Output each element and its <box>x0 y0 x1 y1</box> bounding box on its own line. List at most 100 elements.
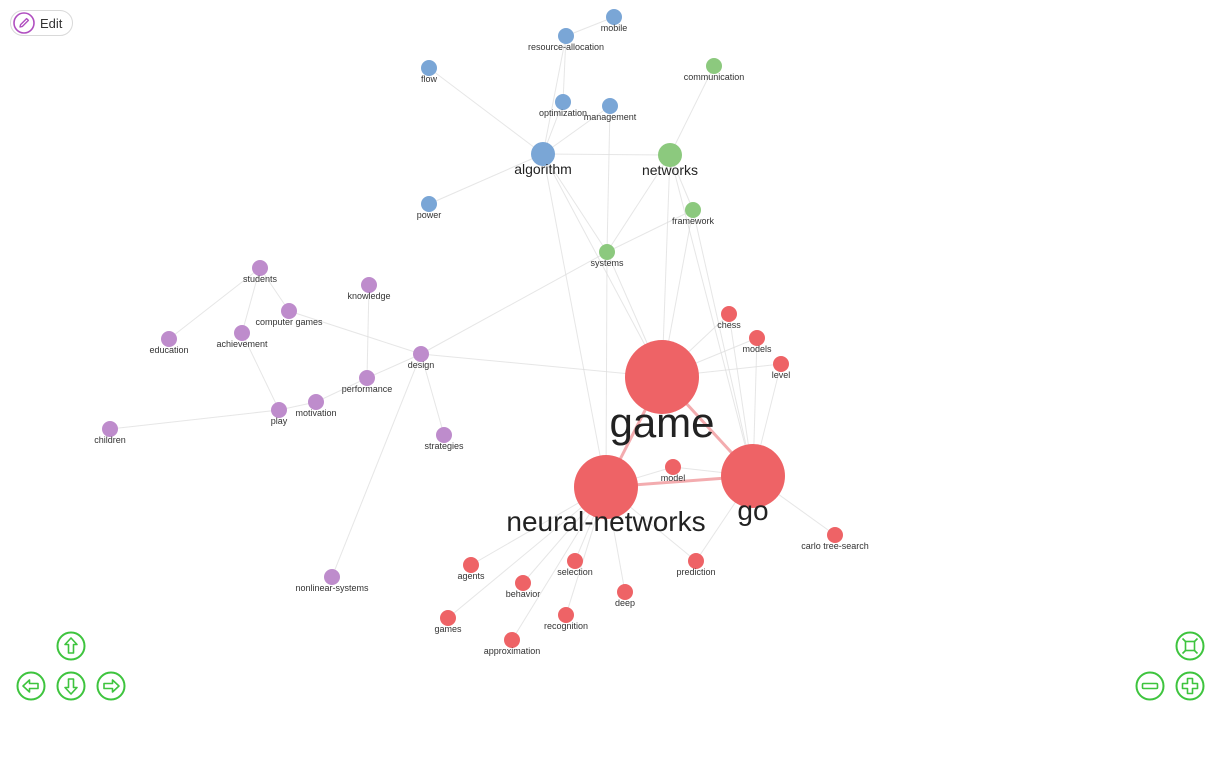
node-management[interactable] <box>602 98 618 114</box>
node-label-deep: deep <box>615 598 635 608</box>
pan-left-button[interactable] <box>16 671 46 701</box>
node-networks[interactable] <box>658 143 682 167</box>
node-behavior[interactable] <box>515 575 531 591</box>
node-label-communication: communication <box>684 72 745 82</box>
edge-algorithm-systems <box>542 153 608 253</box>
pan-right-button[interactable] <box>96 671 126 701</box>
node-label-motivation: motivation <box>295 408 336 418</box>
edge-students-computer-games <box>259 267 290 312</box>
node-agents[interactable] <box>463 557 479 573</box>
node-education[interactable] <box>161 331 177 347</box>
edge-design-computer-games <box>288 310 422 355</box>
node-performance[interactable] <box>359 370 375 386</box>
node-models[interactable] <box>749 330 765 346</box>
zoom-out-button[interactable] <box>1135 671 1165 701</box>
node-label-carlo-tree-search: carlo tree-search <box>801 541 869 551</box>
node-label-chess: chess <box>717 320 741 330</box>
node-mobile[interactable] <box>606 9 622 25</box>
pencil-icon <box>13 12 35 34</box>
edge-management-systems <box>606 105 611 253</box>
node-neural-networks[interactable] <box>574 455 638 519</box>
edge-framework-systems <box>606 209 694 253</box>
node-label-flow: flow <box>421 74 438 84</box>
node-communication[interactable] <box>706 58 722 74</box>
node-label-computer-games: computer games <box>255 317 323 327</box>
node-approximation[interactable] <box>504 632 520 648</box>
node-label-framework: framework <box>672 216 715 226</box>
edge-neural-networks-algorithm <box>542 153 607 488</box>
edge-play-achievement <box>241 332 280 411</box>
node-students[interactable] <box>252 260 268 276</box>
zoom-in-button[interactable] <box>1175 671 1205 701</box>
node-motivation[interactable] <box>308 394 324 410</box>
node-play[interactable] <box>271 402 287 418</box>
edge-go-framework <box>692 209 754 477</box>
edge-algorithm-resource-allocation <box>542 35 567 155</box>
edge-go-networks <box>669 154 754 477</box>
node-systems[interactable] <box>599 244 615 260</box>
node-label-models: models <box>742 344 772 354</box>
edit-button[interactable]: Edit <box>10 10 74 36</box>
node-label-game: game <box>609 399 714 446</box>
node-nonlinear-systems[interactable] <box>324 569 340 585</box>
edge-networks-systems <box>606 154 671 253</box>
node-games[interactable] <box>440 610 456 626</box>
edge-game-networks <box>661 154 671 378</box>
pan-up-button[interactable] <box>56 631 86 661</box>
node-game[interactable] <box>625 340 699 414</box>
node-label-behavior: behavior <box>506 589 541 599</box>
graph-labels: mobile resource-allocation flow optimizatio… <box>94 23 869 656</box>
edge-game-algorithm <box>542 153 663 378</box>
edge-algorithm-management <box>542 105 611 155</box>
node-prediction[interactable] <box>688 553 704 569</box>
node-algorithm[interactable] <box>531 142 555 166</box>
edge-design-systems <box>420 251 608 355</box>
node-optimization[interactable] <box>555 94 571 110</box>
node-power[interactable] <box>421 196 437 212</box>
node-label-power: power <box>417 210 442 220</box>
node-design[interactable] <box>413 346 429 362</box>
node-children[interactable] <box>102 421 118 437</box>
edge-design-strategies <box>420 353 445 436</box>
graph-nodes <box>102 9 843 648</box>
node-label-approximation: approximation <box>484 646 541 656</box>
pan-down-button[interactable] <box>56 671 86 701</box>
node-label-nonlinear-systems: nonlinear-systems <box>295 583 369 593</box>
node-label-go: go <box>737 495 768 526</box>
node-computer-games[interactable] <box>281 303 297 319</box>
node-level[interactable] <box>773 356 789 372</box>
zoom-fit-button[interactable] <box>1175 631 1205 661</box>
node-strategies[interactable] <box>436 427 452 443</box>
edge-design-performance <box>366 353 422 379</box>
node-label-agents: agents <box>457 571 485 581</box>
edge-algorithm-power <box>428 153 544 205</box>
node-recognition[interactable] <box>558 607 574 623</box>
node-knowledge[interactable] <box>361 277 377 293</box>
edge-students-education <box>168 267 261 340</box>
node-label-prediction: prediction <box>676 567 715 577</box>
node-label-resource-allocation: resource-allocation <box>528 42 604 52</box>
node-label-neural-networks: neural-networks <box>506 506 705 537</box>
edge-networks-communication <box>669 65 715 156</box>
node-carlo-tree-search[interactable] <box>827 527 843 543</box>
node-model[interactable] <box>665 459 681 475</box>
edge-optimization-resource-allocation <box>562 35 567 103</box>
edge-game-design <box>420 353 663 378</box>
node-selection[interactable] <box>567 553 583 569</box>
node-framework[interactable] <box>685 202 701 218</box>
edge-performance-motivation <box>315 377 368 403</box>
node-achievement[interactable] <box>234 325 250 341</box>
node-label-students: students <box>243 274 278 284</box>
node-label-children: children <box>94 435 126 445</box>
edge-algorithm-networks <box>542 153 671 156</box>
node-resource-allocation[interactable] <box>558 28 574 44</box>
arrow-right-icon <box>96 671 126 701</box>
node-label-management: management <box>584 112 637 122</box>
node-deep[interactable] <box>617 584 633 600</box>
node-chess[interactable] <box>721 306 737 322</box>
node-label-systems: systems <box>590 258 624 268</box>
node-go[interactable] <box>721 444 785 508</box>
node-flow[interactable] <box>421 60 437 76</box>
minus-icon <box>1135 671 1165 701</box>
